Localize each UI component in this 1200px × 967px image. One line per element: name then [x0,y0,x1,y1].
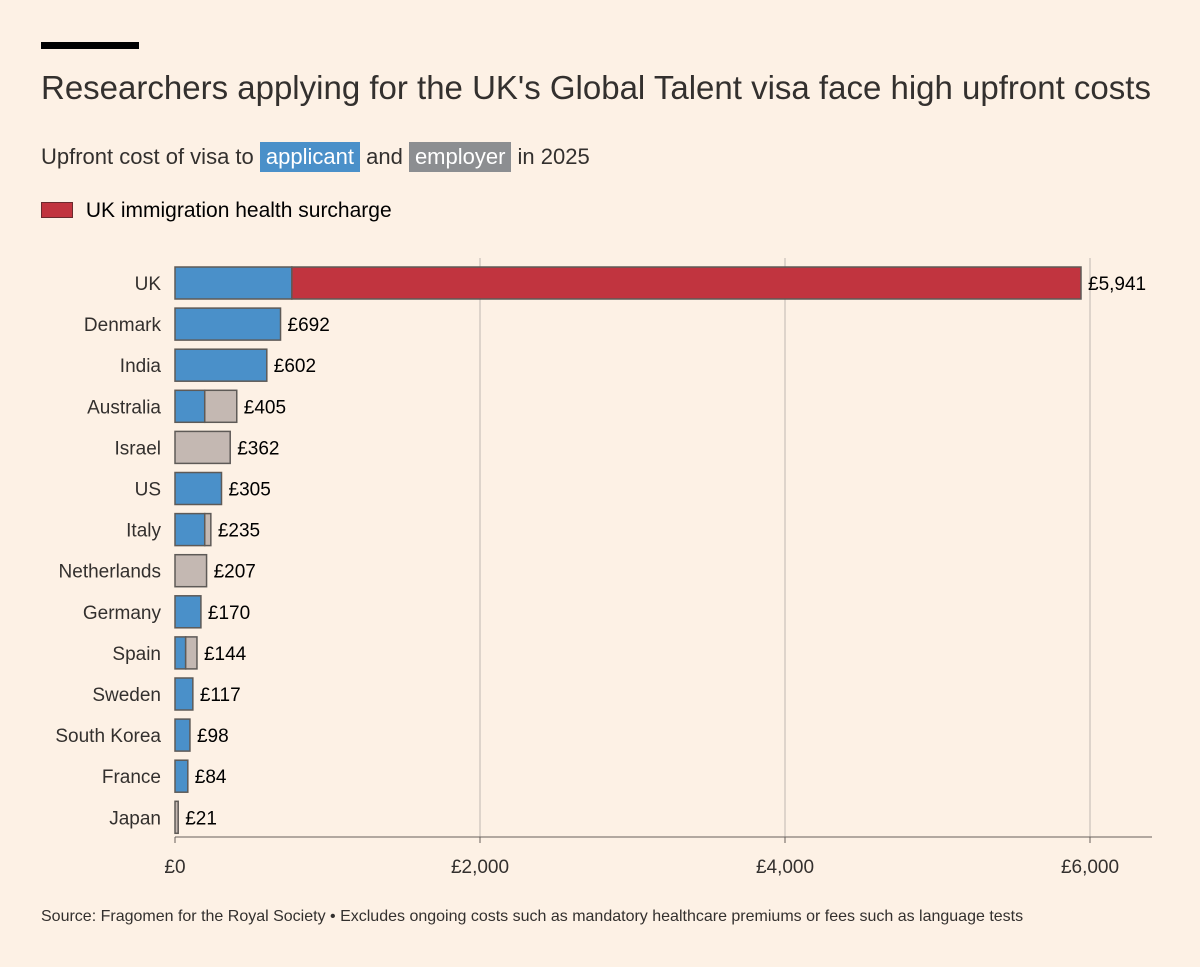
category-label: Germany [83,603,162,624]
category-label: Italy [126,521,161,542]
source-note: Source: Fragomen for the Royal Society •… [41,908,1024,925]
top-rule [41,42,139,49]
bar-segment-applicant [174,636,187,670]
category-label: India [120,356,162,377]
surcharge-legend: UK immigration health surcharge [41,196,392,226]
surcharge-legend-label: UK immigration health surcharge [85,199,392,223]
data-label: £602 [274,356,316,377]
data-label: £21 [185,808,217,829]
data-label: £98 [197,726,229,747]
chart-subtitle: Upfront cost of visa to applicant and em… [41,141,590,173]
category-label: UK [135,274,162,295]
bar-segment-applicant [174,512,206,547]
bar-segment-applicant [174,471,223,506]
data-label: £362 [237,438,279,459]
bar-segment-applicant [174,759,189,793]
bar-segment-applicant [174,389,206,424]
category-label: France [102,767,161,788]
category-label: Netherlands [59,562,161,583]
bar-segment-employer [174,430,231,465]
data-label: £144 [204,644,247,665]
surcharge-legend-swatch [41,201,73,218]
x-tick-label: £4,000 [756,857,814,878]
category-label: Sweden [92,685,161,706]
bar-segment-employer [203,512,212,547]
x-tick-label: £2,000 [451,857,509,878]
data-label: £170 [208,603,250,624]
bar-segment-employer [184,636,198,670]
category-label: US [135,480,161,501]
category-label: Australia [87,397,161,418]
x-tick-label: £6,000 [1061,857,1119,878]
data-label: £207 [214,562,256,583]
data-label: £5,941 [1088,274,1146,295]
data-label: £235 [218,521,260,542]
bar-segment-employer [174,553,208,588]
chart-title: Researchers applying for the UK's Global… [41,69,1151,106]
bar-segment-uk-immigration-health-surcharge [291,266,1082,300]
bar-segment-applicant [174,677,194,711]
bar-segment-employer [203,389,238,424]
data-label: £117 [200,685,241,706]
subtitle-suffix: in 2025 [517,144,590,169]
data-label: £84 [195,767,227,788]
category-label: Denmark [84,315,162,336]
data-label: £405 [244,397,286,418]
employer-legend-chip: employer [408,142,512,172]
category-label: Israel [115,438,161,459]
bar-segment-applicant [174,307,282,341]
category-label: South Korea [55,726,161,747]
x-tick-label: £0 [164,857,185,878]
bar-segment-applicant [174,266,293,300]
subtitle-prefix: Upfront cost of visa to [41,144,254,169]
data-label: £692 [288,315,330,336]
bar-segment-applicant [174,348,268,382]
category-label: Japan [109,808,161,829]
applicant-legend-chip: applicant [259,142,360,172]
bar-segment-applicant [174,595,202,629]
bar-segment-applicant [174,718,191,752]
data-label: £305 [229,480,271,501]
subtitle-and: and [366,144,403,169]
bar-segment-employer [174,800,179,835]
category-label: Spain [112,644,161,665]
